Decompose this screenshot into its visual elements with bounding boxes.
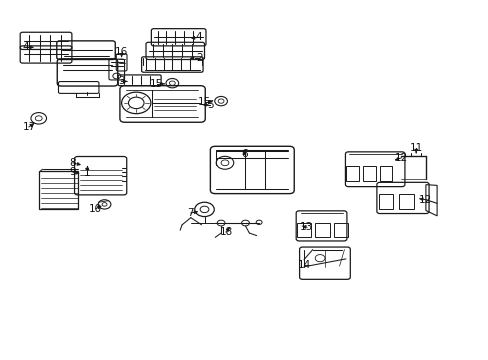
Text: 4: 4 [22,42,29,52]
Text: 18: 18 [219,227,232,237]
Text: 13: 13 [300,222,313,232]
Bar [379,166,391,181]
Text: 11: 11 [408,143,422,153]
Bar [398,194,413,209]
Text: 12: 12 [394,153,407,163]
Text: 9: 9 [69,167,76,177]
Text: 12: 12 [418,195,431,205]
Text: 3: 3 [118,76,124,86]
Text: 1: 1 [84,168,91,178]
Text: 6: 6 [241,149,247,159]
Text: 17: 17 [22,122,36,132]
Bar [333,224,347,237]
Text: 8: 8 [69,158,76,168]
Text: 14: 14 [297,260,310,270]
Text: 4: 4 [195,32,202,42]
Bar [296,224,311,237]
Text: 15: 15 [198,97,211,107]
Text: 16: 16 [115,46,128,57]
Bar [346,166,358,181]
Text: 10: 10 [89,204,102,214]
Text: 7: 7 [187,208,194,218]
Text: 15: 15 [150,79,163,89]
Bar [378,194,392,209]
Bar [39,171,78,210]
Bar [315,224,329,237]
Text: 2: 2 [195,53,202,63]
Bar [362,166,375,181]
Text: 5: 5 [206,100,213,110]
